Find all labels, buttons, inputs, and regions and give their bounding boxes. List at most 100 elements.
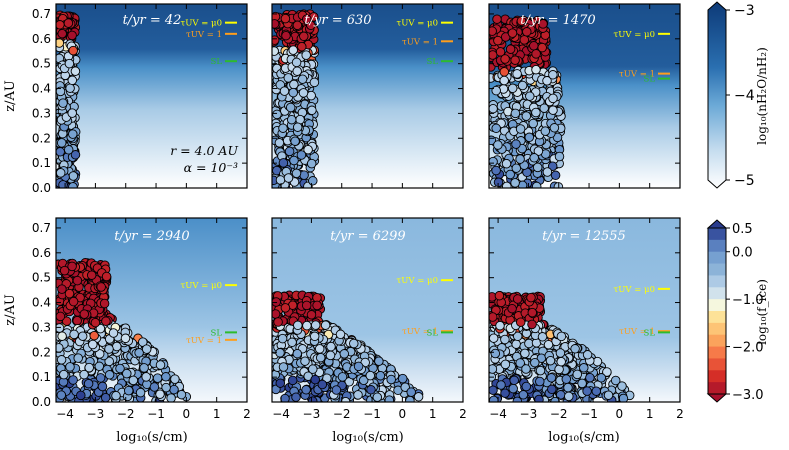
particle-point <box>88 339 98 350</box>
particle-point <box>176 389 187 400</box>
particle-point <box>522 27 532 37</box>
particle-point <box>56 147 65 157</box>
particle-point <box>272 19 280 29</box>
particle-point <box>489 364 498 374</box>
particle-point <box>284 146 295 157</box>
particle-point <box>510 55 520 65</box>
particle-point <box>68 171 79 181</box>
x-tick-label: −4 <box>272 407 290 421</box>
x-tick-label: 0 <box>399 407 407 421</box>
panel-6: τUV = μ0 τUV = 1SL t/yr = 12555 <box>489 218 680 402</box>
y-tick-label: 0.5 <box>32 271 51 285</box>
particle-point <box>79 369 89 380</box>
axes-frame <box>488 217 681 403</box>
particle-point <box>57 284 67 294</box>
particle-point <box>170 374 180 384</box>
particle-point <box>272 297 281 307</box>
particle-point <box>314 344 325 354</box>
y-tick-label: 0.7 <box>32 7 51 21</box>
particle-point <box>57 28 67 39</box>
colorbar-ice-segment <box>708 322 726 336</box>
colorbar-ice-segment <box>708 275 726 288</box>
axes-frames <box>55 3 681 403</box>
panel-6-markers: τUV = μ0 τUV = 1SL <box>614 285 670 338</box>
particle-point <box>67 108 77 118</box>
x-axis-label-3: log₁₀(s/cm) <box>548 430 620 445</box>
particle-point <box>73 353 83 363</box>
panel-4-title: t/yr = 2940 <box>114 229 189 244</box>
panel-1-title: t/yr = 42 <box>123 13 182 28</box>
particle-point <box>512 294 523 304</box>
y-tick-label: 0.4 <box>32 296 51 310</box>
particle-point <box>64 58 75 69</box>
particle-point <box>94 349 105 359</box>
particle-point <box>291 57 302 68</box>
particle-point <box>510 178 520 188</box>
panel-3-tau-1-label: τUV = 1 <box>619 70 655 80</box>
particle-point <box>543 339 554 350</box>
particle-point <box>308 176 318 186</box>
particle-point <box>511 139 521 149</box>
particle-point <box>141 344 152 354</box>
particle-point <box>528 118 538 129</box>
particle-point <box>547 161 558 171</box>
colorbar-ice-tick-label: −2.0 <box>732 341 764 356</box>
particle-point <box>554 151 565 162</box>
particle-point <box>542 76 552 86</box>
particle-point <box>519 35 530 45</box>
particle-point <box>299 31 309 42</box>
particle-point <box>56 355 67 365</box>
particle-point <box>520 348 530 359</box>
particle-point <box>296 150 307 160</box>
particle-point <box>297 74 308 84</box>
particle-point <box>339 349 350 359</box>
particle-point <box>554 364 564 375</box>
panel-3-markers: τUV = μ0 τUV = 1SL <box>614 30 670 85</box>
particle-point <box>298 88 309 98</box>
panel-2-markers: τUV = μ0 τUV = 1 SL <box>397 19 453 67</box>
particle-point <box>507 303 517 314</box>
particle-point <box>603 390 614 400</box>
colorbar-ice-label: log₁₀(f_ice) <box>755 279 769 345</box>
particle-point <box>353 361 364 372</box>
y-tick-label: 0.1 <box>32 370 51 384</box>
particle-point <box>610 375 621 386</box>
y-tick-label: 0.0 <box>32 181 51 195</box>
particle-point <box>99 298 110 309</box>
panel-5-tau-1-label: τUV = 1 <box>402 327 438 337</box>
particle-point <box>141 372 151 382</box>
particle-point <box>505 44 516 54</box>
colorbar-ice-segment <box>708 382 726 395</box>
particle-point <box>63 145 74 155</box>
panel-2-tau-mu0-label: τUV = μ0 <box>397 19 438 29</box>
particle-point <box>101 316 111 326</box>
particle-point <box>277 333 288 344</box>
particle-point <box>555 348 566 358</box>
particle-point <box>76 390 86 401</box>
particle-point <box>491 123 501 134</box>
colorbar-ice: 0.5 0.0 −1.0 −2.0 −3.0 <box>706 219 764 403</box>
particle-point <box>161 382 171 393</box>
particle-point <box>285 102 296 113</box>
particle-point <box>570 344 580 354</box>
panel-4-markers: τUV = μ0 τUV = 1SL <box>181 281 237 346</box>
particle-point <box>564 391 574 402</box>
particle-point <box>512 69 522 79</box>
particle-point <box>349 338 359 349</box>
particle-point <box>489 50 498 60</box>
x-tick-label: 2 <box>676 407 684 421</box>
particle-point <box>515 124 526 134</box>
particle-point <box>272 109 282 120</box>
particle-point <box>139 363 149 373</box>
colorbar-ice-segment <box>708 358 726 371</box>
particle-point <box>307 396 318 402</box>
particle-point <box>534 394 544 402</box>
particle-point <box>540 126 551 136</box>
particle-point <box>374 356 384 366</box>
particle-point <box>68 129 78 139</box>
x-tick-label: −2 <box>333 407 351 421</box>
colorbar-ice-segment <box>708 263 726 276</box>
particle-point <box>155 389 165 399</box>
particle-point <box>515 317 526 327</box>
particle-point <box>548 93 558 104</box>
